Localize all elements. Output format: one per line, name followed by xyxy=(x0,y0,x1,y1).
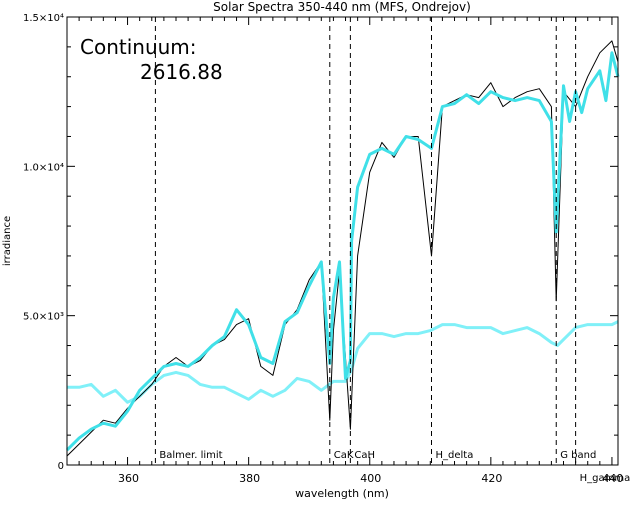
x-tick-label: 420 xyxy=(481,472,502,485)
plot-frame xyxy=(66,16,619,466)
x-tick-label: 440 xyxy=(602,472,623,485)
continuum-label: Continuum: xyxy=(80,35,197,59)
reference-line-label: CaH xyxy=(354,450,375,461)
y-axis-ticks: 0 5.0×10³ 1.0×10⁴ 1.5×10⁴ xyxy=(23,13,618,472)
series-layer xyxy=(65,40,620,457)
x-axis-label: wavelength (nm) xyxy=(295,487,389,500)
reference-line-label: H_gamma xyxy=(580,473,631,484)
continuum-value: 2616.88 xyxy=(140,60,223,84)
series-line-2 xyxy=(67,320,619,404)
reference-line-label: Balmer. limit xyxy=(159,450,222,461)
reference-line-label: CaK xyxy=(334,450,354,461)
y-tick-label: 1.0×10⁴ xyxy=(23,162,64,173)
reference-lines: Balmer. limit CaK CaH H_delta G band H_gamma xyxy=(154,17,631,484)
series-line-1 xyxy=(65,51,620,452)
x-tick-label: 380 xyxy=(239,472,260,485)
reference-line-label: G band xyxy=(560,450,596,461)
y-tick-label: 1.5×10⁴ xyxy=(23,13,64,24)
chart-title: Solar Spectra 350-440 nm (MFS, Ondrejov) xyxy=(213,0,471,14)
x-axis-ticks: 360 380 400 420 440 xyxy=(78,17,623,485)
x-tick-label: 360 xyxy=(118,472,139,485)
x-tick-label: 400 xyxy=(360,472,381,485)
y-tick-label: 0 xyxy=(58,461,64,472)
reference-line-label: H_delta xyxy=(436,450,474,461)
y-axis-label: irradiance xyxy=(2,216,13,266)
y-tick-label: 5.0×10³ xyxy=(23,312,64,323)
